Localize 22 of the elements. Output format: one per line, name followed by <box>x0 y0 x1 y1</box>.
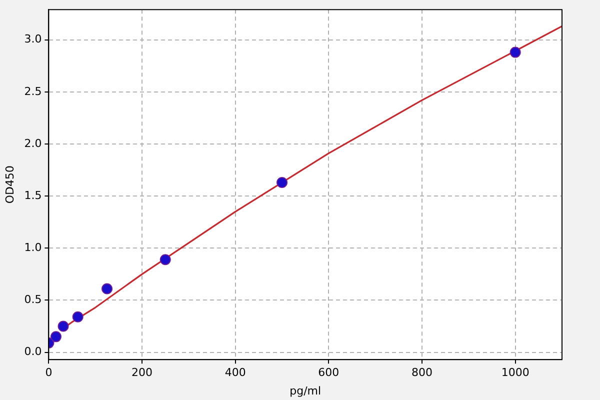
point <box>276 177 288 188</box>
y-tick-label: 3.0 <box>24 32 42 46</box>
y-tick-label: 0.0 <box>24 345 42 358</box>
x-tick-label: 1000 <box>501 366 530 380</box>
x-tick-label: 400 <box>224 366 246 380</box>
point <box>510 46 521 58</box>
x-tick-label: 200 <box>132 366 153 380</box>
y-axis-title: OD450 <box>3 166 16 204</box>
x-tick-label: 0 <box>45 366 52 380</box>
y-tick-label: 0.5 <box>24 293 42 306</box>
point <box>102 283 113 294</box>
y-tick-label: 2.0 <box>24 136 42 150</box>
point <box>72 311 84 322</box>
y-tick-label: 1.0 <box>24 241 42 254</box>
y-tick-label: 2.5 <box>24 84 42 98</box>
x-tick-label: 600 <box>318 366 340 380</box>
y-tick-label: 1.5 <box>24 188 42 202</box>
point <box>50 331 62 342</box>
point <box>160 254 171 266</box>
x-axis-title: pg/ml <box>290 384 322 398</box>
x-tick-label: 800 <box>412 366 433 380</box>
point <box>58 320 69 332</box>
